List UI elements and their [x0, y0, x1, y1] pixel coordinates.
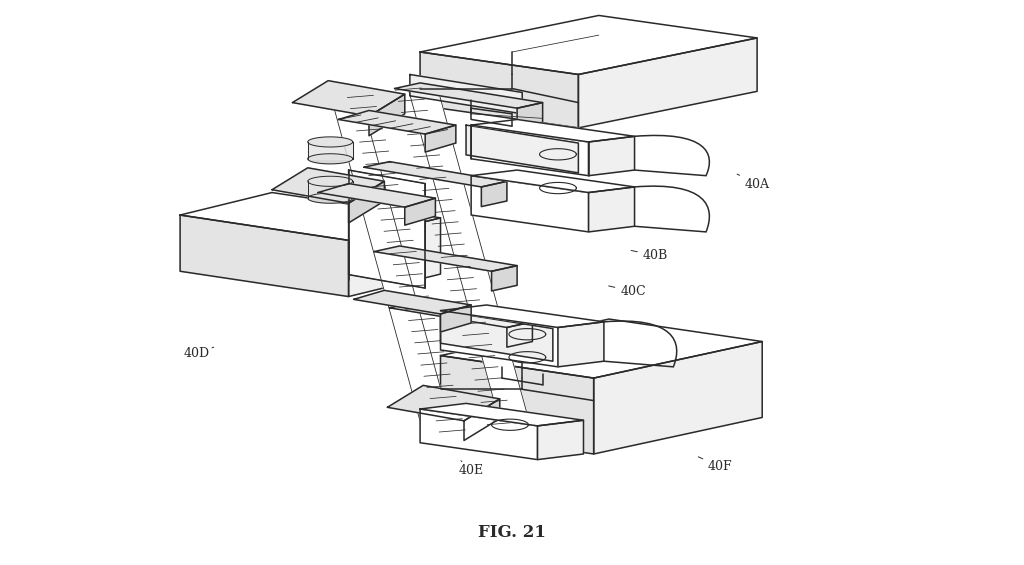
- Polygon shape: [308, 193, 352, 203]
- Text: 40E: 40E: [459, 460, 484, 477]
- Polygon shape: [471, 119, 635, 142]
- Polygon shape: [308, 137, 352, 147]
- Polygon shape: [308, 154, 352, 164]
- Polygon shape: [389, 302, 532, 328]
- Polygon shape: [374, 246, 517, 271]
- Polygon shape: [180, 215, 348, 297]
- Polygon shape: [420, 15, 757, 75]
- Polygon shape: [338, 111, 456, 134]
- Polygon shape: [466, 125, 579, 173]
- Polygon shape: [353, 290, 471, 314]
- Polygon shape: [180, 193, 440, 240]
- Polygon shape: [464, 399, 500, 441]
- Polygon shape: [369, 94, 404, 136]
- Polygon shape: [558, 322, 604, 367]
- Polygon shape: [481, 181, 507, 207]
- Polygon shape: [420, 409, 538, 459]
- Polygon shape: [492, 266, 517, 291]
- Text: 40B: 40B: [631, 249, 668, 262]
- Polygon shape: [308, 181, 352, 198]
- Polygon shape: [308, 176, 352, 186]
- Polygon shape: [293, 81, 404, 116]
- Text: FIG. 21: FIG. 21: [478, 524, 546, 541]
- Polygon shape: [471, 125, 589, 176]
- Text: 40D: 40D: [183, 347, 214, 360]
- Polygon shape: [579, 38, 757, 128]
- Polygon shape: [348, 181, 384, 223]
- Polygon shape: [471, 170, 635, 193]
- Polygon shape: [348, 218, 440, 297]
- Polygon shape: [440, 355, 594, 454]
- Polygon shape: [589, 136, 635, 176]
- Polygon shape: [507, 322, 532, 347]
- Polygon shape: [440, 311, 553, 361]
- Polygon shape: [538, 420, 584, 459]
- Polygon shape: [409, 86, 529, 424]
- Polygon shape: [425, 125, 456, 152]
- Polygon shape: [364, 162, 507, 187]
- Polygon shape: [440, 319, 762, 378]
- Polygon shape: [332, 97, 453, 433]
- Polygon shape: [440, 311, 558, 367]
- Polygon shape: [440, 305, 604, 328]
- Text: 40A: 40A: [737, 174, 770, 190]
- Text: 40F: 40F: [698, 457, 733, 473]
- Polygon shape: [387, 385, 500, 421]
- Polygon shape: [318, 184, 435, 207]
- Polygon shape: [410, 75, 522, 114]
- Polygon shape: [348, 170, 425, 288]
- Polygon shape: [517, 103, 543, 128]
- Polygon shape: [272, 168, 384, 203]
- Text: 40C: 40C: [608, 285, 646, 298]
- Polygon shape: [404, 198, 435, 225]
- Polygon shape: [420, 403, 584, 426]
- Polygon shape: [594, 341, 762, 454]
- Polygon shape: [394, 83, 543, 108]
- Polygon shape: [440, 305, 471, 332]
- Polygon shape: [589, 187, 635, 232]
- Polygon shape: [308, 142, 352, 159]
- Polygon shape: [471, 176, 589, 232]
- Polygon shape: [420, 52, 579, 128]
